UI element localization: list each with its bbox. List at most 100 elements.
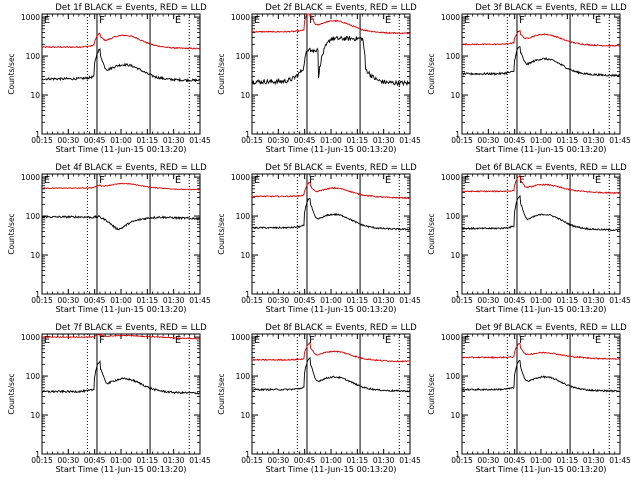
x-tick-label: 01:30 <box>583 136 605 145</box>
y-axis-label: Counts/sec <box>217 213 226 254</box>
lld-series-line <box>41 182 201 191</box>
y-axis-label: Counts/sec <box>7 373 16 414</box>
panel-title: Det 9f BLACK = Events, RED = LLD <box>475 323 627 333</box>
y-tick-label: 10 <box>240 251 250 260</box>
x-tick-label: 00:45 <box>504 456 526 465</box>
x-tick-label: 00:30 <box>58 456 80 465</box>
x-tick-label: 01:00 <box>320 136 342 145</box>
x-tick-label: 00:15 <box>31 296 53 305</box>
plot-frame <box>461 333 621 455</box>
x-tick-label: 00:30 <box>268 456 290 465</box>
x-tick-label: 01:15 <box>347 136 369 145</box>
x-tick-label: 00:45 <box>504 136 526 145</box>
x-tick-label: 00:30 <box>478 296 500 305</box>
panel-det-4: Det 4f BLACK = Events, RED = LLD 1 10 100 10… <box>7 163 211 314</box>
panel-title: Det 7f BLACK = Events, RED = LLD <box>55 323 207 333</box>
y-tick-label: 1000 <box>231 13 250 22</box>
x-tick-label: 00:15 <box>451 456 473 465</box>
x-tick-label: 01:15 <box>557 296 579 305</box>
x-tick-label: 01:15 <box>557 456 579 465</box>
marker-label-e-start: E <box>44 15 50 26</box>
marker-label-e-start: E <box>44 175 50 186</box>
x-axis-label: Start Time (11-Jun-15 00:13:20) <box>475 144 606 154</box>
x-tick-label: 01:30 <box>163 296 185 305</box>
marker-label-e-start: E <box>464 175 470 186</box>
plot-frame <box>41 173 201 295</box>
x-tick-label: 01:30 <box>163 456 185 465</box>
events-series-line <box>41 359 201 395</box>
x-tick-label: 00:30 <box>58 136 80 145</box>
x-axis-label: Start Time (11-Jun-15 00:13:20) <box>55 304 186 314</box>
marker-label-e-start: E <box>464 335 470 346</box>
y-tick-label: 1000 <box>21 13 40 22</box>
x-tick-label: 01:15 <box>137 456 159 465</box>
lld-series-line <box>251 13 411 35</box>
y-tick-label: 1 <box>245 290 250 299</box>
x-tick-label: 00:15 <box>451 136 473 145</box>
panel-det-5: Det 5f BLACK = Events, RED = LLD 1 10 100 10… <box>217 163 421 314</box>
x-tick-label: 01:15 <box>137 136 159 145</box>
y-tick-label: 1 <box>35 290 40 299</box>
events-series-line <box>251 356 411 393</box>
panel-det-1: Det 1f BLACK = Events, RED = LLD 1 10 100 10… <box>7 3 211 154</box>
x-axis-label: Start Time (11-Jun-15 00:13:20) <box>475 304 606 314</box>
lld-series-line <box>462 29 621 48</box>
x-tick-label: 00:45 <box>84 136 106 145</box>
y-axis-label: Counts/sec <box>427 213 436 254</box>
lld-series-line <box>461 342 621 361</box>
x-tick-label: 01:45 <box>189 136 211 145</box>
marker-label-f: F <box>99 175 105 186</box>
marker-label-f: F <box>99 335 105 346</box>
y-tick-label: 1 <box>35 130 40 139</box>
lld-series-line <box>251 181 410 200</box>
y-tick-label: 1000 <box>231 173 250 182</box>
x-axis-label: Start Time (11-Jun-15 00:13:20) <box>475 464 606 474</box>
x-tick-label: 01:45 <box>399 296 421 305</box>
x-tick-label: 01:00 <box>110 456 132 465</box>
panel-det-2: Det 2f BLACK = Events, RED = LLD 1 10 100 10… <box>217 3 421 154</box>
x-axis-label: Start Time (11-Jun-15 00:13:20) <box>265 144 396 154</box>
x-tick-label: 00:15 <box>241 456 263 465</box>
x-tick-label: 01:00 <box>110 136 132 145</box>
x-tick-label: 01:45 <box>609 136 631 145</box>
x-tick-label: 01:30 <box>163 136 185 145</box>
y-tick-label: 1 <box>245 130 250 139</box>
marker-label-e-end: E <box>175 15 181 26</box>
x-tick-label: 01:30 <box>373 296 395 305</box>
y-tick-label: 10 <box>30 411 40 420</box>
x-tick-label: 01:30 <box>583 296 605 305</box>
marker-label-f: F <box>519 175 525 186</box>
x-tick-label: 01:15 <box>557 136 579 145</box>
marker-label-f: F <box>309 175 315 186</box>
lld-series-line <box>41 333 200 340</box>
marker-label-e-end: E <box>175 335 181 346</box>
panel-det-6: Det 6f BLACK = Events, RED = LLD 1 10 100 10… <box>427 163 631 314</box>
y-tick-label: 100 <box>446 52 461 61</box>
y-axis-label: Counts/sec <box>427 373 436 414</box>
lld-series-line <box>251 342 411 363</box>
y-tick-label: 1 <box>455 290 460 299</box>
marker-label-e-end: E <box>595 175 601 186</box>
panel-det-9: Det 9f BLACK = Events, RED = LLD 1 10 100 10… <box>427 323 631 474</box>
panel-title: Det 6f BLACK = Events, RED = LLD <box>475 163 627 173</box>
marker-label-e-start: E <box>44 335 50 346</box>
x-tick-label: 00:45 <box>84 456 106 465</box>
x-tick-label: 00:15 <box>31 456 53 465</box>
x-tick-label: 00:30 <box>268 136 290 145</box>
y-axis-label: Counts/sec <box>217 53 226 94</box>
y-tick-label: 10 <box>240 91 250 100</box>
y-tick-label: 10 <box>450 91 460 100</box>
y-tick-label: 10 <box>450 411 460 420</box>
panel-title: Det 3f BLACK = Events, RED = LLD <box>475 3 627 13</box>
x-tick-label: 00:45 <box>294 136 316 145</box>
x-tick-label: 01:00 <box>110 296 132 305</box>
x-tick-label: 00:15 <box>241 136 263 145</box>
events-series-line <box>41 47 201 83</box>
y-axis-label: Counts/sec <box>427 53 436 94</box>
marker-label-f: F <box>309 335 315 346</box>
marker-label-e-end: E <box>385 175 391 186</box>
x-tick-label: 00:15 <box>451 296 473 305</box>
y-tick-label: 100 <box>26 212 41 221</box>
marker-label-e-end: E <box>595 15 601 26</box>
